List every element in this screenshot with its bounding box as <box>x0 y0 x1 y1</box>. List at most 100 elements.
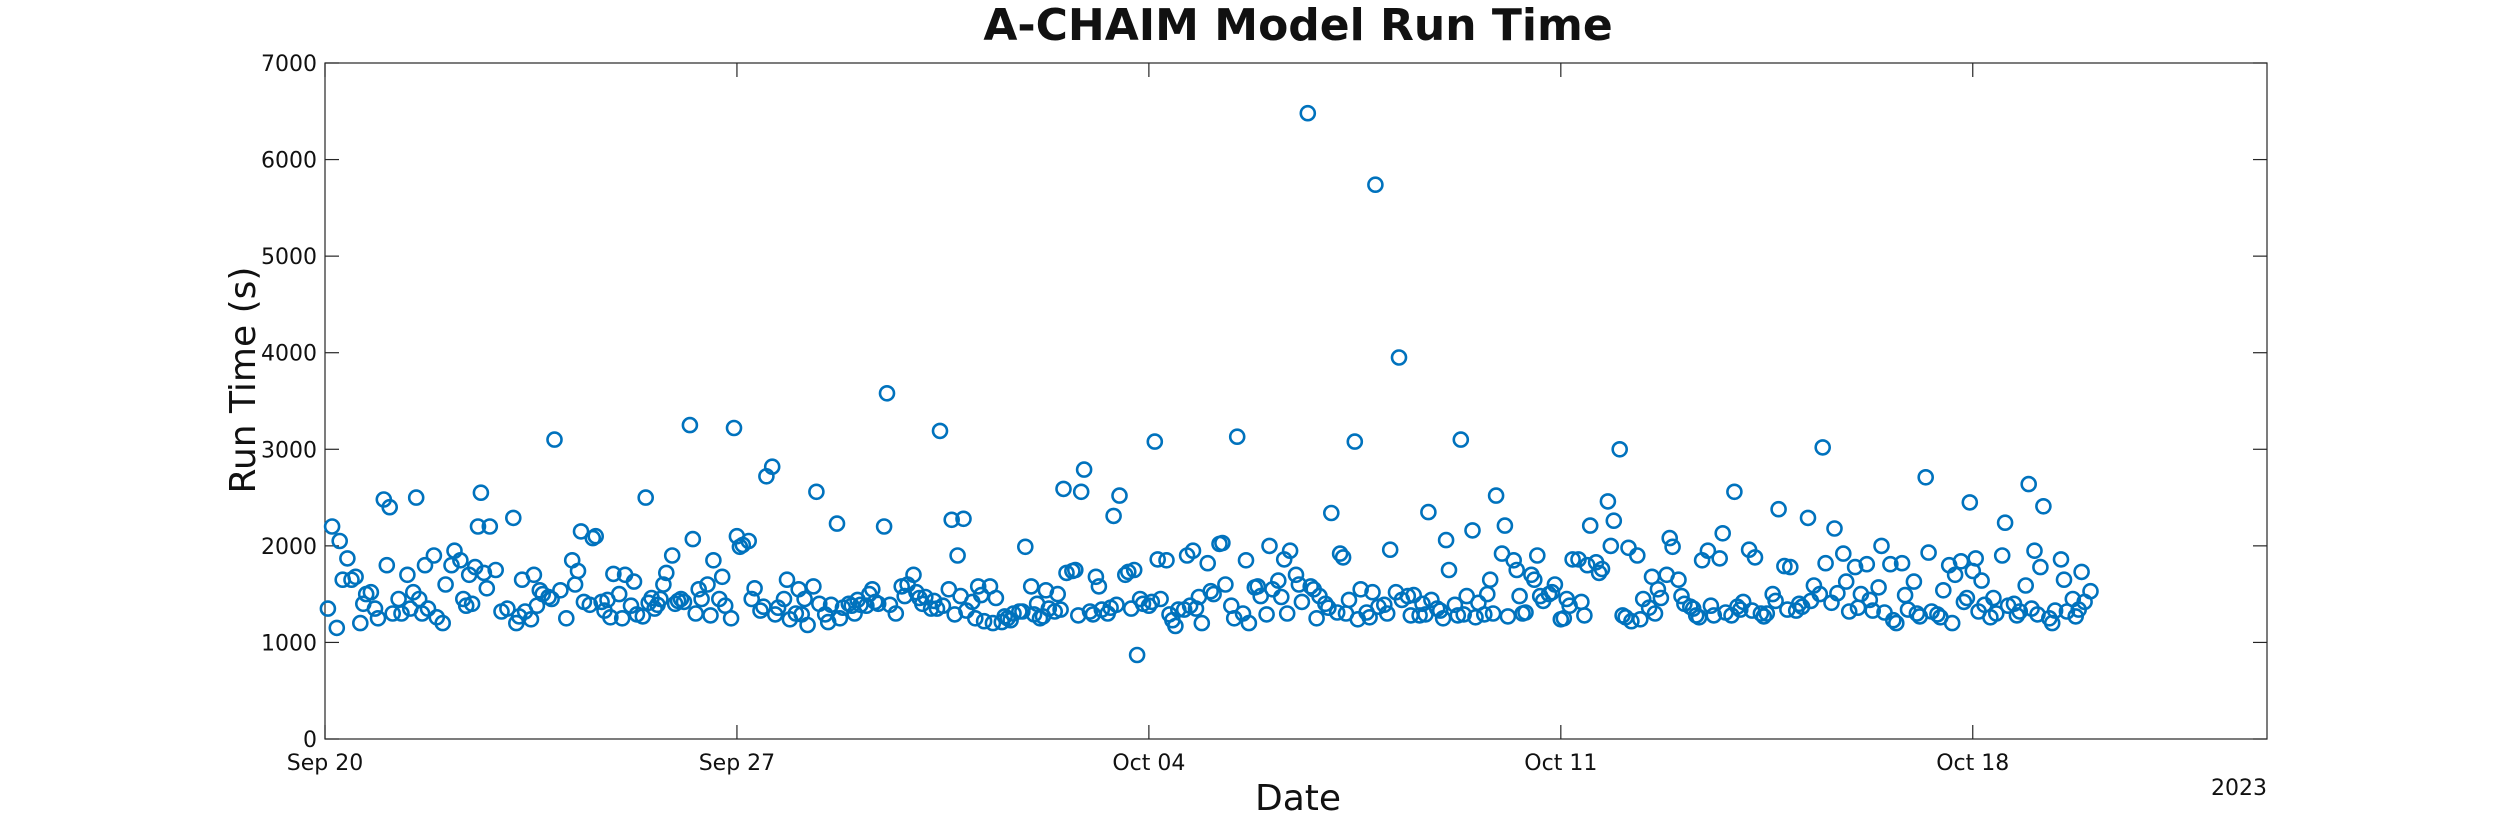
data-point <box>699 576 716 593</box>
data-point <box>1367 176 1384 193</box>
data-point <box>1105 507 1122 525</box>
data-point <box>1437 531 1455 549</box>
data-point <box>1752 605 1770 622</box>
data-point <box>1302 578 1319 595</box>
data-point <box>775 590 793 608</box>
data-point <box>1149 551 1166 568</box>
data-point <box>1411 607 1428 624</box>
data-point <box>1652 589 1670 607</box>
data-point <box>875 518 893 535</box>
data-point <box>2046 602 2064 619</box>
data-point <box>1090 578 1108 595</box>
data-point <box>1599 493 1617 510</box>
data-point <box>1022 578 1040 595</box>
data-point <box>1511 587 1528 605</box>
data-point <box>1252 587 1269 605</box>
data-point <box>1623 612 1640 630</box>
data-point <box>1629 547 1646 564</box>
data-point <box>1726 483 1743 501</box>
data-point <box>552 581 569 599</box>
year-label: 2023 <box>2211 776 2267 801</box>
data-point <box>1826 520 1843 537</box>
data-point <box>1390 349 1408 366</box>
data-point <box>1873 537 1890 555</box>
data-point <box>1576 607 1593 624</box>
data-point <box>393 605 410 622</box>
data-point <box>1896 586 1914 604</box>
data-point <box>557 609 575 627</box>
data-point <box>1543 583 1561 601</box>
data-point <box>481 518 499 535</box>
data-point <box>1499 608 1517 625</box>
data-point <box>1929 606 1946 623</box>
data-point <box>602 608 619 626</box>
data-point <box>1602 537 1620 555</box>
data-point <box>743 590 761 608</box>
data-point <box>1087 568 1105 586</box>
data-point <box>752 602 769 619</box>
data-point <box>525 566 543 584</box>
data-point <box>1661 529 1678 547</box>
data-point <box>1943 614 1961 632</box>
data-point <box>702 607 719 624</box>
data-point <box>407 489 425 506</box>
data-point <box>922 600 940 617</box>
data-point <box>1946 566 1964 584</box>
data-point <box>1340 591 1358 609</box>
data-point <box>1861 591 1879 609</box>
data-point <box>569 562 587 580</box>
data-point <box>905 566 922 584</box>
data-point <box>2052 551 2070 568</box>
data-point <box>1278 605 1296 622</box>
data-point <box>1225 609 1243 627</box>
data-point <box>799 616 816 634</box>
data-point <box>1496 517 1514 534</box>
data-point <box>1258 606 1275 623</box>
data-point <box>1481 571 1499 589</box>
data-point <box>1449 607 1467 624</box>
data-point <box>1702 597 1720 615</box>
data-point <box>675 593 693 611</box>
data-point <box>543 590 560 608</box>
data-point <box>504 509 522 527</box>
y-axis-label: Run Time (s) <box>223 267 264 494</box>
data-point <box>1328 604 1346 621</box>
data-point <box>1376 596 1393 614</box>
data-point <box>1564 551 1581 568</box>
data-point <box>1199 554 1216 572</box>
data-point <box>1673 587 1690 605</box>
data-point <box>887 605 905 622</box>
data-point <box>1996 514 2014 532</box>
data-point <box>1958 589 1976 607</box>
data-point <box>378 556 396 574</box>
data-point <box>1864 602 1881 619</box>
data-point <box>796 590 813 608</box>
data-point <box>1455 606 1472 623</box>
data-point <box>1167 617 1184 635</box>
data-point <box>1414 595 1431 613</box>
data-point <box>1446 596 1464 614</box>
data-point <box>1143 593 1161 611</box>
data-point <box>1273 588 1290 606</box>
data-point <box>1620 539 1637 557</box>
data-point <box>1711 550 1728 567</box>
y-tick-label: 2000 <box>261 535 317 560</box>
data-point <box>1158 551 1175 569</box>
plot-frame <box>324 62 2268 740</box>
data-point <box>828 515 846 532</box>
data-point <box>1017 538 1034 556</box>
axes: 0 1000 2000 3000 4000 5000 6000 7000 Sep 20 Sep 2… <box>261 52 2268 776</box>
data-point <box>437 576 454 593</box>
y-tick-label: 4000 <box>261 342 317 367</box>
data-point <box>725 419 743 437</box>
data-point <box>808 483 825 501</box>
data-point <box>987 589 1005 607</box>
x-tick-label: Sep 20 <box>287 751 363 776</box>
data-point <box>475 564 493 582</box>
data-point <box>522 610 540 628</box>
data-point <box>487 561 505 579</box>
data-point <box>1202 582 1219 600</box>
data-point <box>1331 545 1349 562</box>
data-point <box>2008 607 2026 624</box>
